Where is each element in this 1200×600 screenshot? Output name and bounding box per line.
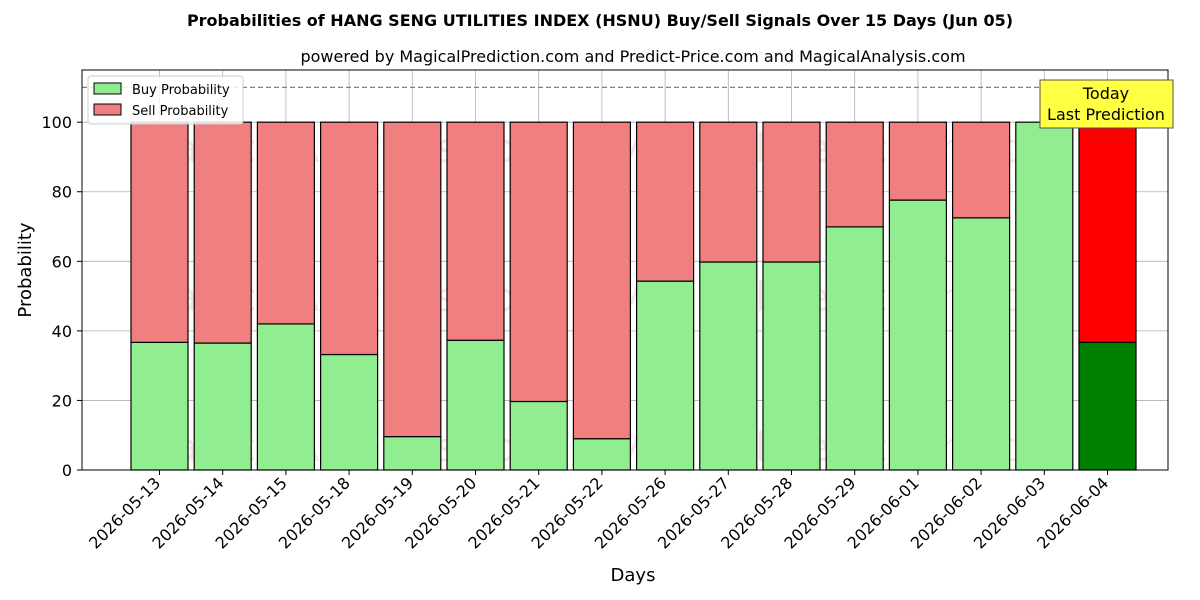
buy-bar (320, 353, 379, 471)
annotation-box (1039, 79, 1174, 129)
plot-frame (81, 69, 1169, 471)
sell-bar (1078, 121, 1137, 343)
buy-bar (130, 341, 189, 471)
chart-title: Probabilities of HANG SENG UTILITIES IND… (187, 11, 1013, 30)
sell-bar (383, 121, 442, 438)
sell-bar (193, 121, 252, 344)
y-tick-label: 20 (52, 391, 72, 410)
buy-bar (1015, 121, 1074, 471)
sell-bar (762, 121, 821, 263)
legend-label: Sell Probability (132, 104, 229, 119)
legend: Buy Probability Sell Probability (87, 75, 244, 125)
y-tick-label: 100 (41, 113, 72, 132)
legend-label: Buy Probability (132, 83, 230, 98)
bars (130, 121, 1137, 471)
buy-bar (951, 217, 1011, 471)
sell-bar (446, 121, 505, 341)
y-tick-label: 60 (52, 252, 72, 271)
y-axis-label: Probability (15, 222, 36, 317)
annotation-line: Last Prediction (1047, 105, 1165, 124)
legend-swatch (93, 103, 122, 116)
today-annotation: Today Last Prediction (1039, 79, 1174, 129)
buy-bar (825, 226, 884, 471)
y-tick-label: 40 (52, 322, 72, 341)
sell-bar (509, 121, 568, 403)
y-tick-label: 80 (52, 183, 72, 202)
buy-bar (635, 280, 695, 471)
buy-bar (762, 261, 821, 471)
buy-bar (509, 400, 568, 471)
sell-bar (951, 121, 1011, 219)
buy-bar (256, 323, 315, 471)
sell-bar (699, 121, 758, 263)
sell-bar (888, 121, 948, 201)
annotation-line: Today (1082, 84, 1129, 103)
sell-bar (635, 121, 695, 282)
buy-bar (699, 261, 758, 471)
sell-bar (256, 121, 315, 325)
y-axis-ticks: 0 20 40 60 80 100 (41, 113, 82, 480)
buy-bar (446, 339, 505, 471)
legend-box (87, 75, 244, 125)
chart-subtitle: powered by MagicalPrediction.com and Pre… (300, 47, 965, 66)
sell-bar (825, 121, 884, 228)
buy-bar (383, 436, 442, 471)
sell-bar (130, 121, 189, 343)
buy-bar (572, 438, 632, 471)
sell-bar (572, 121, 632, 440)
y-tick-label: 0 (62, 461, 72, 480)
buy-bar (888, 199, 948, 471)
buy-bar (1078, 341, 1137, 471)
legend-swatch (93, 82, 122, 95)
buy-bar (193, 342, 252, 471)
x-axis-label: Days (611, 565, 656, 586)
sell-bar (320, 121, 379, 356)
